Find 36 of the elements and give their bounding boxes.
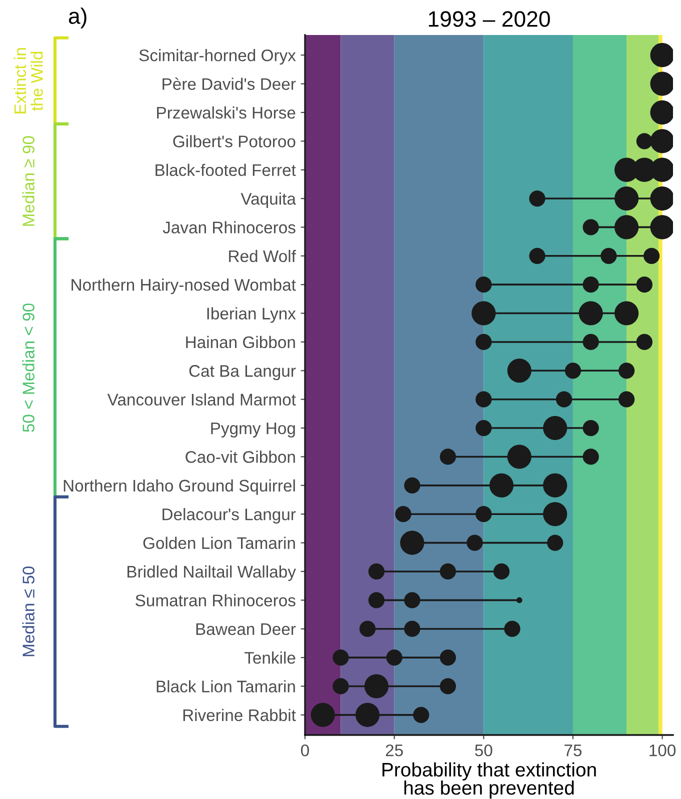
text: Median ≤ 50 <box>22 566 34 656</box>
y-tick-label: Bridled Nailtail Wallaby <box>128 565 296 581</box>
text: Median ≥ 90 <box>22 136 34 226</box>
y-tick-label: Northern Hairy-nosed Wombat <box>72 278 296 294</box>
text: 50 < Median < 90 <box>22 304 34 432</box>
y-tick-label: Pygmy Hog <box>211 422 295 438</box>
x-tick-label: 75 <box>564 744 582 756</box>
x-axis-title: Probability that extinction has been prevented <box>382 762 596 799</box>
y-tick-label: Bawean Deer <box>196 623 296 636</box>
y-tick-label: Tenkile <box>244 652 296 664</box>
text: a) <box>68 8 86 28</box>
text: Extinct in the Wild <box>14 48 43 114</box>
y-tick-label: Hainan Gibbon <box>186 336 295 348</box>
y-tick-label: Golden Lion Tamarin <box>143 536 295 549</box>
x-tick-label: 0 <box>301 744 309 756</box>
y-tick-label: Riverine Rabbit <box>183 708 296 722</box>
chart-title: 1993 – 2020 <box>428 11 550 27</box>
y-tick-label: Iberian Lynx <box>207 307 296 323</box>
y-tick-label: Père David's Deer <box>162 78 296 90</box>
y-tick-label: Delacour's Langur <box>162 508 296 524</box>
y-tick-label: Gilbert's Potoroo <box>173 135 296 148</box>
y-tick-label: Javan Rhinoceros <box>162 221 296 234</box>
y-tick-label: Cat Ba Langur <box>189 365 296 380</box>
y-tick-label: Northern Idaho Ground Squirrel <box>64 479 295 495</box>
x-tick-label: 100 <box>650 744 676 756</box>
y-tick-label: Red Wolf <box>229 250 296 262</box>
y-tick-label: Scimitar-horned Oryx <box>139 49 296 65</box>
x-tick-label: 50 <box>475 744 492 756</box>
x-tick-label: 25 <box>386 744 403 756</box>
y-tick-label: Black Lion Tamarin <box>156 680 295 692</box>
y-tick-label: Przewalski's Horse <box>157 106 296 119</box>
y-tick-label: Black-footed Ferret <box>156 164 296 176</box>
y-tick-label: Vancouver Island Marmot <box>107 393 296 406</box>
y-tick-label: Sumatran Rhinoceros <box>136 594 296 606</box>
y-tick-label: Cao-vit Gibbon <box>186 450 295 463</box>
y-tick-label: Vaquita <box>240 192 296 208</box>
